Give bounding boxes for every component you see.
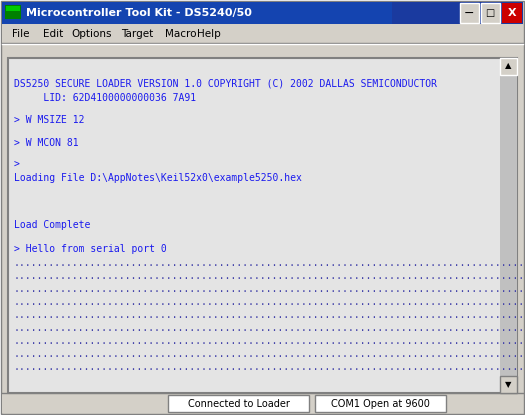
Text: Options: Options	[71, 29, 111, 39]
Text: ▲: ▲	[505, 61, 512, 71]
Bar	[502, 3, 522, 23]
Text: File: File	[12, 29, 29, 39]
Text: ................................................................................: ........................................…	[14, 362, 525, 372]
Bar	[168, 395, 309, 412]
Bar	[2, 2, 523, 24]
Bar	[500, 58, 517, 75]
Bar	[481, 3, 500, 23]
Text: DS5250 SECURE LOADER VERSION 1.0 COPYRIGHT (C) 2002 DALLAS SEMICONDUCTOR: DS5250 SECURE LOADER VERSION 1.0 COPYRIG…	[14, 78, 437, 88]
Bar	[500, 376, 517, 393]
Bar	[2, 2, 392, 24]
Text: ................................................................................: ........................................…	[14, 323, 525, 333]
Text: ▼: ▼	[505, 381, 512, 390]
Text: ................................................................................: ........................................…	[14, 284, 525, 294]
Bar	[8, 58, 517, 393]
Bar	[8, 58, 517, 393]
Bar	[315, 395, 446, 412]
Text: X: X	[508, 8, 516, 18]
Text: ................................................................................: ........................................…	[14, 271, 525, 281]
Text: □: □	[486, 8, 495, 18]
Text: Edit: Edit	[43, 29, 64, 39]
Bar	[6, 6, 20, 11]
Text: Load Complete: Load Complete	[14, 220, 90, 230]
Bar	[2, 393, 523, 413]
Text: −: −	[464, 7, 474, 20]
Text: ................................................................................: ........................................…	[14, 310, 525, 320]
Text: LID: 62D4100000000036 7A91: LID: 62D4100000000036 7A91	[14, 93, 196, 103]
Bar	[500, 376, 517, 393]
Bar	[500, 58, 517, 393]
Text: > W MCON 81: > W MCON 81	[14, 138, 79, 148]
Text: Macro: Macro	[165, 29, 197, 39]
Bar	[460, 3, 479, 23]
Text: >: >	[14, 160, 20, 170]
Bar	[460, 3, 479, 23]
Text: Connected to Loader: Connected to Loader	[187, 399, 289, 409]
Text: ................................................................................: ........................................…	[14, 336, 525, 346]
Text: Target: Target	[121, 29, 153, 39]
Text: Help: Help	[197, 29, 220, 39]
Text: ................................................................................: ........................................…	[14, 349, 525, 359]
Text: ................................................................................: ........................................…	[14, 258, 525, 268]
Bar	[481, 3, 500, 23]
Bar	[315, 395, 446, 412]
Text: COM1 Open at 9600: COM1 Open at 9600	[331, 399, 430, 409]
Bar	[500, 58, 517, 75]
Text: Loading File D:\AppNotes\Keil52x0\example5250.hex: Loading File D:\AppNotes\Keil52x0\exampl…	[14, 173, 302, 183]
Bar	[5, 5, 21, 19]
Bar	[168, 395, 309, 412]
Bar	[2, 24, 523, 44]
Text: Microcontroller Tool Kit - DS5240/50: Microcontroller Tool Kit - DS5240/50	[26, 8, 252, 18]
Text: > Hello from serial port 0: > Hello from serial port 0	[14, 244, 167, 254]
Bar	[8, 394, 517, 402]
Text: ................................................................................: ........................................…	[14, 297, 525, 307]
Text: > W MSIZE 12: > W MSIZE 12	[14, 115, 85, 125]
